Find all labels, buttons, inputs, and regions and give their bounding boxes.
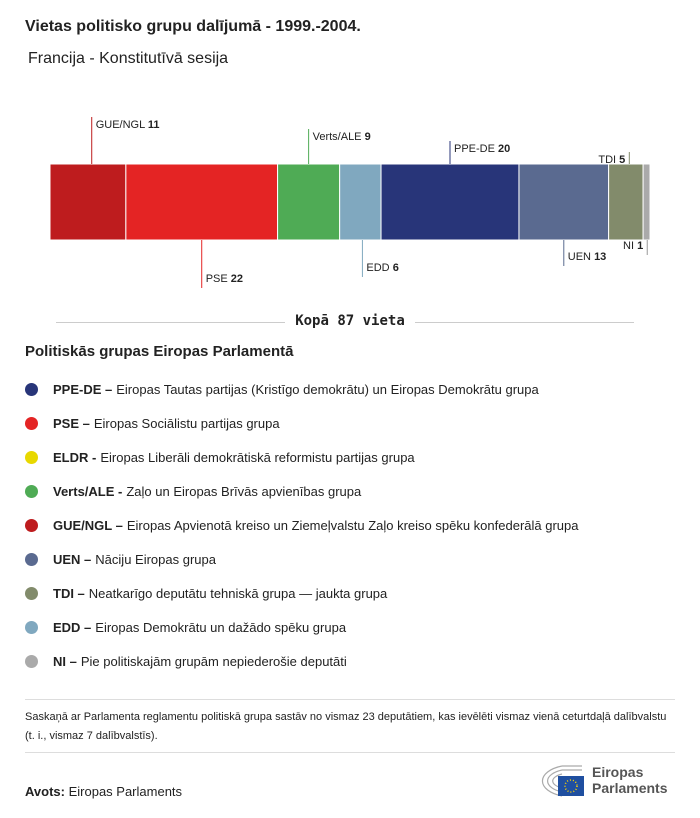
- legend-item: NI – Pie politiskajām grupām nepiederošie…: [25, 644, 578, 678]
- legend-abbr: TDI –: [53, 585, 85, 601]
- legend-abbr: PSE –: [53, 415, 90, 431]
- total-label: Kopā 87 vieta: [285, 313, 415, 329]
- bar-segment-pse: [125, 163, 279, 241]
- bar-segment-tdi: [608, 163, 644, 241]
- legend-item: GUE/NGL – Eiropas Apvienotā kreiso un Zie…: [25, 508, 578, 542]
- data-label: Verts/ALE 9: [313, 131, 371, 143]
- chart-title: Vietas politisko grupu dalījumā - 1999.-…: [25, 18, 361, 35]
- legend-desc: Zaļo un Eiropas Brīvās apvienības grupa: [126, 483, 362, 499]
- bar-segment-ppe-de: [380, 163, 520, 241]
- divider: [25, 699, 675, 700]
- legend-abbr: Verts/ALE -: [53, 483, 123, 499]
- legend-swatch: [25, 416, 38, 430]
- legend-desc: Eiropas Liberāli demokrātiskā reformistu…: [100, 449, 415, 465]
- legend-desc: Eiropas Tautas partijas (Kristīgo demokr…: [116, 381, 539, 397]
- chart-subtitle: Francija - Konstitutīvā sesija: [28, 50, 229, 67]
- legend-title: Politiskās grupas Eiropas Parlamentā: [25, 343, 294, 360]
- legend-item: Verts/ALE - Zaļo un Eiropas Brīvās apvien…: [25, 474, 578, 508]
- legend-desc: Eiropas Sociālistu partijas grupa: [93, 415, 280, 431]
- legend-abbr: NI –: [53, 653, 77, 669]
- legend-desc: Eiropas Demokrātu un dažādo spēku grupa: [95, 619, 347, 635]
- logo-text-1: Eiropas: [592, 764, 644, 780]
- legend-item: PSE – Eiropas Sociālistu partijas grupa: [25, 406, 578, 440]
- logo-text-2: Parlaments: [592, 780, 668, 796]
- parliament-logo-icon: [541, 765, 584, 797]
- legend-item: PPE-DE – Eiropas Tautas partijas (Kristīg…: [25, 372, 578, 406]
- legend-swatch: [25, 518, 38, 532]
- legend-swatch: [25, 450, 38, 464]
- bar-segment-verts-ale: [277, 163, 341, 241]
- data-label: NI 1: [623, 240, 643, 252]
- legend-swatch: [25, 382, 38, 396]
- legend-desc: Nāciju Eiropas grupa: [95, 551, 216, 567]
- source-label: Avots:: [25, 784, 65, 799]
- legend-abbr: ELDR -: [53, 449, 97, 465]
- legend-abbr: EDD –: [53, 619, 92, 635]
- data-label: EDD 6: [366, 262, 398, 274]
- footnote: Saskaņā ar Parlamenta reglamentu politis…: [25, 711, 667, 742]
- total-seats: Kopā 87 vieta: [0, 313, 700, 329]
- legend-item: ELDR - Eiropas Liberāli demokrātiskā refo…: [25, 440, 578, 474]
- legend-abbr: UEN –: [53, 551, 92, 567]
- seat-bar-chart: GUE/NGL 11 PSE 22 Verts/ALE 9 EDD 6 PPE-DE 2…: [49, 117, 651, 288]
- data-label: GUE/NGL 11: [96, 119, 160, 131]
- legend-desc: Neatkarīgo deputātu tehniskā grupa — jau…: [88, 585, 388, 601]
- legend-desc: Eiropas Apvienotā kreiso un Ziemeļvalstu…: [126, 517, 579, 533]
- legend-swatch: [25, 484, 38, 498]
- bar-segment-ni: [642, 163, 651, 241]
- source: Avots: Eiropas Parlaments: [25, 784, 182, 799]
- legend-swatch: [25, 586, 38, 600]
- legend-desc: Pie politiskajām grupām nepiederošie dep…: [80, 653, 347, 669]
- legend-abbr: GUE/NGL –: [53, 517, 123, 533]
- bar-segment-gue-ngl: [49, 163, 127, 241]
- divider: [25, 752, 675, 753]
- legend-item: EDD – Eiropas Demokrātu un dažādo spēku g…: [25, 610, 578, 644]
- legend-swatch: [25, 654, 38, 668]
- data-label: PSE 22: [206, 273, 243, 285]
- source-value: Eiropas Parlaments: [68, 784, 183, 799]
- legend-swatch: [25, 552, 38, 566]
- legend-item: TDI – Neatkarīgo deputātu tehniskā grupa …: [25, 576, 578, 610]
- data-label: PPE-DE 20: [454, 143, 510, 155]
- data-label: UEN 13: [568, 251, 607, 263]
- legend-item: UEN – Nāciju Eiropas grupa: [25, 542, 578, 576]
- bar-segment-uen: [518, 163, 610, 241]
- bar-segment-edd: [339, 163, 382, 241]
- legend-abbr: PPE-DE –: [53, 381, 113, 397]
- data-label: TDI 5: [598, 154, 625, 166]
- legend-swatch: [25, 620, 38, 634]
- ep-logo: Eiropas Parlaments: [522, 762, 667, 798]
- legend: PPE-DE – Eiropas Tautas partijas (Kristīg…: [25, 372, 578, 678]
